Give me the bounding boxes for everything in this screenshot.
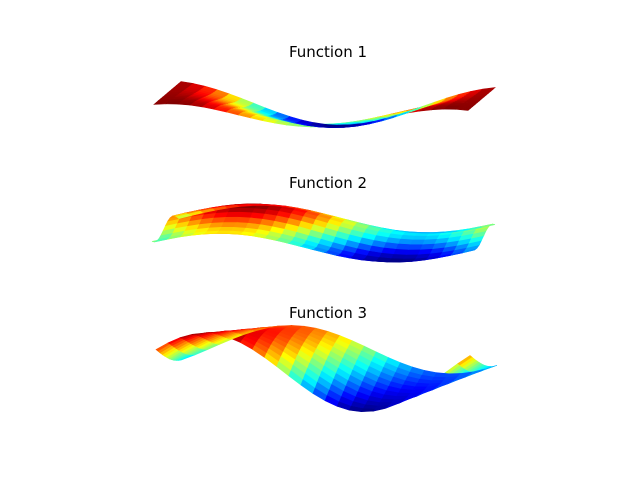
surface-facet (482, 365, 498, 371)
chart-title-1: Function 1 (288, 43, 368, 61)
surface-facet (480, 223, 496, 228)
chart-title-3: Function 3 (288, 304, 368, 322)
surface-facet (479, 87, 496, 92)
surface-plot-3 (155, 325, 498, 413)
surface-facet (445, 373, 462, 378)
surface-plot-2 (151, 203, 496, 263)
chart-title-2: Function 2 (288, 174, 368, 192)
surface-facet (395, 243, 412, 250)
surface-plot-1 (153, 81, 496, 129)
surface-facet (359, 222, 374, 227)
surface-facet (334, 216, 350, 221)
surface-facet (237, 211, 254, 218)
